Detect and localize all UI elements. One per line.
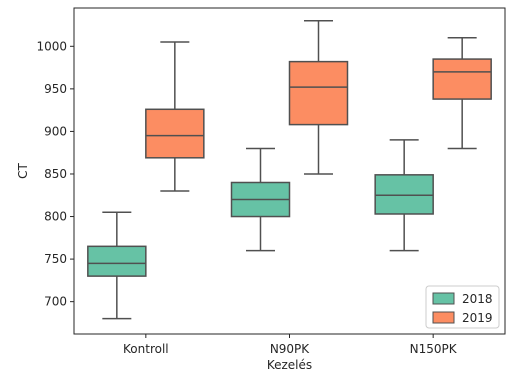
- y-tick-label: 950: [44, 82, 67, 96]
- y-tick-label: 700: [44, 295, 67, 309]
- y-tick-label: 800: [44, 210, 67, 224]
- x-tick-label: N150PK: [410, 342, 458, 356]
- iqr-box: [374, 174, 434, 215]
- legend-swatch-2019: [432, 311, 455, 324]
- iqr-box: [145, 108, 205, 159]
- box-2018-N150PK: [374, 139, 434, 252]
- iqr-box: [87, 245, 147, 277]
- box-2019-N150PK: [432, 37, 492, 150]
- x-axis-ticks: Kontroll N90PK N150PK: [123, 334, 458, 356]
- x-tick-label: N90PK: [270, 342, 310, 356]
- legend-label-2018: 2018: [462, 292, 493, 306]
- y-axis-ticks: 700 750 800 850 900 950 1000: [36, 39, 74, 309]
- box-2019-N90PK: [288, 20, 349, 175]
- y-tick-label: 900: [44, 124, 67, 138]
- box-2018-N90PK: [230, 147, 291, 252]
- legend: 2018 2019: [425, 285, 500, 329]
- x-tick-label: Kontroll: [123, 342, 169, 356]
- plot-frame: [73, 7, 506, 335]
- legend-label-2019: 2019: [462, 311, 493, 325]
- box-2018-Kontroll: [87, 211, 147, 320]
- legend-swatch-2018: [432, 292, 455, 305]
- plot-area: [87, 20, 492, 320]
- y-tick-label: 1000: [36, 39, 67, 53]
- y-axis-label: CT: [16, 162, 30, 178]
- y-tick-label: 750: [44, 252, 67, 266]
- y-tick-label: 850: [44, 167, 67, 181]
- x-axis-label: Kezelés: [267, 358, 312, 372]
- iqr-box: [432, 58, 492, 100]
- iqr-box: [288, 60, 349, 126]
- box-2019-Kontroll: [145, 41, 205, 192]
